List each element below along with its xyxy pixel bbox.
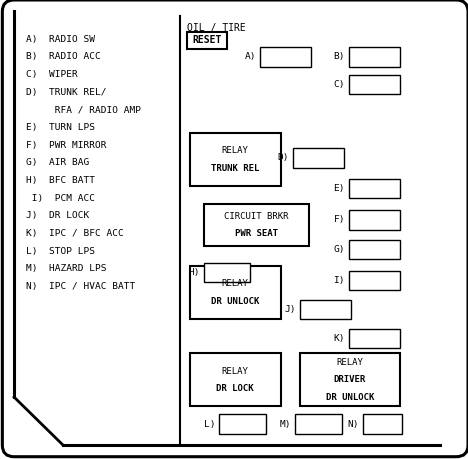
Bar [363, 414, 402, 434]
Bar [300, 353, 400, 406]
Bar [295, 414, 342, 434]
Bar [260, 47, 311, 67]
Text: TRUNK REL: TRUNK REL [211, 164, 259, 173]
Bar [300, 300, 351, 319]
Text: A)  RADIO SW: A) RADIO SW [26, 34, 95, 44]
Text: F): F) [333, 215, 345, 224]
Text: DR UNLOCK: DR UNLOCK [326, 393, 374, 402]
Text: H): H) [188, 268, 200, 277]
Bar [349, 210, 400, 230]
Text: G): G) [333, 245, 345, 254]
Bar [204, 204, 309, 246]
Text: OIL / TIRE: OIL / TIRE [187, 22, 246, 33]
Text: M)  HAZARD LPS: M) HAZARD LPS [26, 264, 106, 273]
Text: I): I) [333, 276, 345, 285]
Text: DRIVER: DRIVER [334, 375, 366, 384]
Bar [349, 329, 400, 348]
Text: RELAY: RELAY [222, 367, 249, 375]
Text: RESET: RESET [192, 35, 222, 45]
Text: RFA / RADIO AMP: RFA / RADIO AMP [26, 105, 141, 114]
Bar [190, 266, 281, 319]
Text: D)  TRUNK REL/: D) TRUNK REL/ [26, 88, 106, 96]
Text: N)  IPC / HVAC BATT: N) IPC / HVAC BATT [26, 282, 135, 291]
Bar [204, 263, 250, 282]
Text: D): D) [277, 153, 289, 162]
Text: PWR SEAT: PWR SEAT [235, 229, 278, 238]
Text: G)  AIR BAG: G) AIR BAG [26, 158, 89, 167]
Bar [349, 271, 400, 290]
Bar [187, 32, 227, 49]
Text: F)  PWR MIRROR: F) PWR MIRROR [26, 140, 106, 150]
Text: N): N) [347, 420, 359, 429]
Text: DR LOCK: DR LOCK [216, 384, 254, 393]
Bar [190, 353, 281, 406]
Bar [349, 179, 400, 198]
Bar [292, 148, 344, 168]
Text: L): L) [204, 420, 215, 429]
Polygon shape [14, 397, 63, 445]
Text: K)  IPC / BFC ACC: K) IPC / BFC ACC [26, 229, 124, 238]
Text: RELAY: RELAY [222, 280, 249, 288]
Text: C)  WIPER: C) WIPER [26, 70, 78, 79]
Text: B)  RADIO ACC: B) RADIO ACC [26, 52, 101, 61]
Bar [219, 414, 266, 434]
Text: CIRCUIT BRKR: CIRCUIT BRKR [224, 212, 288, 221]
Bar [190, 133, 281, 186]
Text: H)  BFC BATT: H) BFC BATT [26, 176, 95, 185]
Text: L)  STOP LPS: L) STOP LPS [26, 246, 95, 256]
Bar [349, 75, 400, 94]
Text: I)  PCM ACC: I) PCM ACC [26, 194, 95, 202]
Bar [349, 240, 400, 259]
Text: RELAY: RELAY [222, 146, 249, 155]
Text: RELAY: RELAY [336, 358, 363, 367]
Text: K): K) [333, 334, 345, 343]
Text: M): M) [279, 420, 291, 429]
Text: E)  TURN LPS: E) TURN LPS [26, 123, 95, 132]
Text: E): E) [333, 184, 345, 193]
Text: DR UNLOCK: DR UNLOCK [211, 297, 259, 306]
Text: C): C) [333, 80, 345, 89]
Text: J)  DR LOCK: J) DR LOCK [26, 211, 89, 220]
Bar [349, 47, 400, 67]
Text: J): J) [284, 305, 296, 314]
Text: A): A) [244, 52, 256, 62]
Text: B): B) [333, 52, 345, 62]
